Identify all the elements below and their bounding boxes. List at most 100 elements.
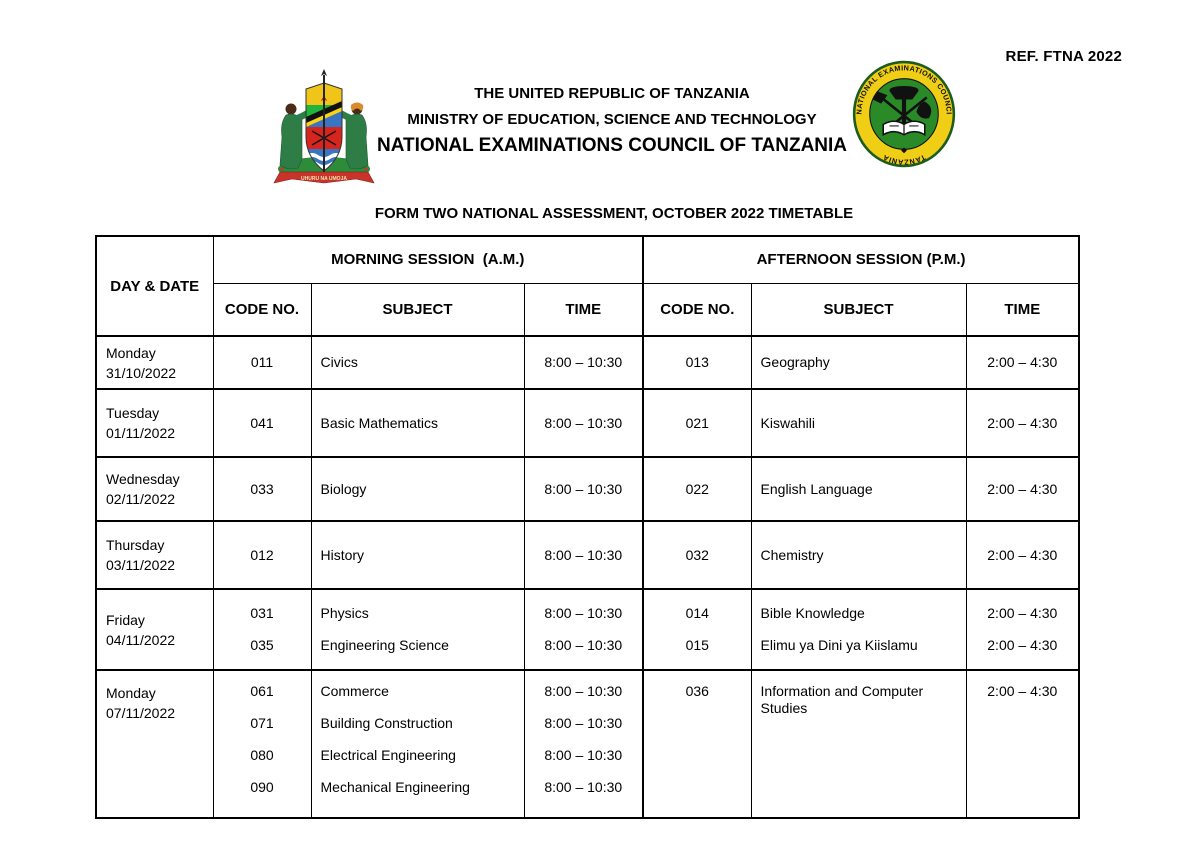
code-value: 021 (685, 414, 709, 431)
day-label: Friday (106, 611, 145, 628)
reference-number: REF. FTNA 2022 (1005, 48, 1122, 65)
subject-value: Mechanical Engineering (320, 779, 470, 795)
day-label: Wednesday (106, 471, 180, 487)
column-header-time-morning: TIME (523, 282, 644, 337)
subject-value: Basic Mathematics (320, 414, 438, 431)
subject-value: Bible Knowledge (760, 605, 865, 621)
column-header-afternoon-session: AFTERNOON SESSION (P.M.) (642, 235, 1080, 284)
morning-code-cell: 011 (212, 335, 312, 390)
emblem-ribbon (273, 171, 375, 184)
time-value: 2:00 – 4:30 (987, 480, 1058, 497)
morning-time-cell: 8:00 – 10:30 (523, 456, 644, 522)
morning-subject-cell: Basic Mathematics (310, 388, 525, 458)
day-date-cell: Thursday 03/11/2022 (95, 520, 214, 590)
day-label: Monday (106, 344, 156, 361)
time-value: 8:00 – 10:30 (544, 683, 623, 699)
time-value: 2:00 – 4:30 (987, 637, 1058, 653)
afternoon-code-cell: 013 (642, 335, 752, 390)
timetable-body: Monday 31/10/2022 011 Civics 8:00 – 10:30 013… (95, 335, 1080, 819)
code-value: 022 (685, 480, 709, 497)
table-row: Monday 07/11/2022 061 071 080 090 Commerce Buil… (95, 669, 1080, 819)
day-label: Tuesday (106, 405, 160, 421)
code-value: 013 (685, 354, 709, 370)
date-label: 04/11/2022 (106, 631, 176, 648)
afternoon-subject-cell: Bible Knowledge Elimu ya Dini ya Kiislamu (750, 588, 967, 671)
subject-value: Kiswahili (760, 414, 815, 431)
column-header-code-afternoon: CODE NO. (642, 282, 752, 337)
timetable: DAY & DATE MORNING SESSION (A.M.) AFTERN… (95, 235, 1081, 819)
morning-time-cell: 8:00 – 10:30 (523, 388, 644, 458)
svg-text:TANZANIA: TANZANIA (881, 153, 927, 167)
time-value: 2:00 – 4:30 (987, 354, 1058, 370)
document-header: THE UNITED REPUBLIC OF TANZANIA MINISTRY… (368, 85, 856, 157)
time-value: 2:00 – 4:30 (987, 546, 1058, 563)
seal-text-bottom: TANZANIA (881, 153, 926, 167)
time-value: 8:00 – 10:30 (544, 747, 623, 763)
header-council: NATIONAL EXAMINATIONS COUNCIL OF TANZANI… (376, 135, 848, 156)
afternoon-time-cell: 2:00 – 4:30 (965, 456, 1080, 522)
subject-value: Biology (320, 480, 367, 497)
necta-seal-icon: THE NATIONAL EXAMINATIONS COUNCIL OF TAN… (852, 60, 956, 168)
day-date-cell: Monday 07/11/2022 (95, 669, 214, 819)
code-value: 090 (250, 779, 274, 795)
column-header-subject-afternoon: SUBJECT (750, 282, 967, 337)
morning-subject-cell: Civics (310, 335, 525, 390)
date-label: 01/11/2022 (106, 425, 176, 441)
morning-code-cell: 033 (212, 456, 312, 522)
column-header-time-afternoon: TIME (965, 282, 1080, 337)
day-date-cell: Tuesday 01/11/2022 (95, 388, 214, 458)
time-value: 8:00 – 10:30 (544, 414, 623, 431)
code-value: 015 (685, 637, 709, 653)
time-value: 8:00 – 10:30 (544, 605, 623, 621)
seal-tools-icon (872, 85, 932, 137)
time-value: 8:00 – 10:30 (544, 480, 623, 497)
table-row: Tuesday 01/11/2022 041 Basic Mathematics 8:0… (95, 388, 1080, 458)
morning-subject-cell: Biology (310, 456, 525, 522)
afternoon-subject-cell: Kiswahili (750, 388, 967, 458)
afternoon-subject-cell: English Language (750, 456, 967, 522)
morning-time-cell: 8:00 – 10:30 (523, 520, 644, 590)
day-date-cell: Monday 31/10/2022 (95, 335, 214, 390)
afternoon-subject-cell: Chemistry (750, 520, 967, 590)
date-label: 07/11/2022 (106, 705, 176, 721)
time-value: 8:00 – 10:30 (544, 354, 623, 370)
morning-subject-cell: Commerce Building Construction Electrical … (310, 669, 525, 819)
afternoon-code-cell: 022 (642, 456, 752, 522)
column-header-day-date: DAY & DATE (95, 235, 214, 337)
afternoon-time-cell: 2:00 – 4:30 2:00 – 4:30 (965, 588, 1080, 671)
table-row: Wednesday 02/11/2022 033 Biology 8:00 – 10:3… (95, 456, 1080, 522)
time-value: 2:00 – 4:30 (987, 683, 1058, 699)
code-value: 012 (250, 546, 274, 563)
date-label: 03/11/2022 (106, 557, 176, 573)
subject-value: Chemistry (760, 546, 824, 563)
header-republic: THE UNITED REPUBLIC OF TANZANIA (474, 85, 750, 102)
afternoon-time-cell: 2:00 – 4:30 (965, 520, 1080, 590)
header-ministry: MINISTRY OF EDUCATION, SCIENCE AND TECHN… (407, 111, 817, 128)
code-value: 032 (685, 546, 709, 563)
subject-value: Building Construction (320, 715, 453, 731)
column-header-morning-session: MORNING SESSION (A.M.) (212, 235, 644, 284)
afternoon-time-cell: 2:00 – 4:30 (965, 669, 1080, 819)
afternoon-code-cell: 036 (642, 669, 752, 819)
subject-value: Physics (320, 605, 369, 621)
time-value: 8:00 – 10:30 (544, 715, 623, 731)
time-value: 8:00 – 10:30 (544, 546, 623, 563)
date-label: 02/11/2022 (106, 491, 176, 507)
afternoon-code-cell: 021 (642, 388, 752, 458)
day-label: Thursday (106, 537, 165, 553)
afternoon-time-cell: 2:00 – 4:30 (965, 388, 1080, 458)
code-value: 061 (250, 683, 274, 699)
afternoon-subject-cell: Geography (750, 335, 967, 390)
time-value: 2:00 – 4:30 (987, 605, 1058, 621)
code-value: 014 (685, 605, 709, 621)
morning-time-cell: 8:00 – 10:30 (523, 335, 644, 390)
morning-code-cell: 041 (212, 388, 312, 458)
time-value: 8:00 – 10:30 (544, 779, 623, 795)
morning-time-cell: 8:00 – 10:30 8:00 – 10:30 8:00 – 10:30 8:00… (523, 669, 644, 819)
time-value: 2:00 – 4:30 (987, 414, 1058, 431)
morning-time-cell: 8:00 – 10:30 8:00 – 10:30 (523, 588, 644, 671)
subject-value: Commerce (320, 683, 389, 699)
afternoon-time-cell: 2:00 – 4:30 (965, 335, 1080, 390)
morning-subject-cell: Physics Engineering Science (310, 588, 525, 671)
afternoon-code-cell: 014 015 (642, 588, 752, 671)
